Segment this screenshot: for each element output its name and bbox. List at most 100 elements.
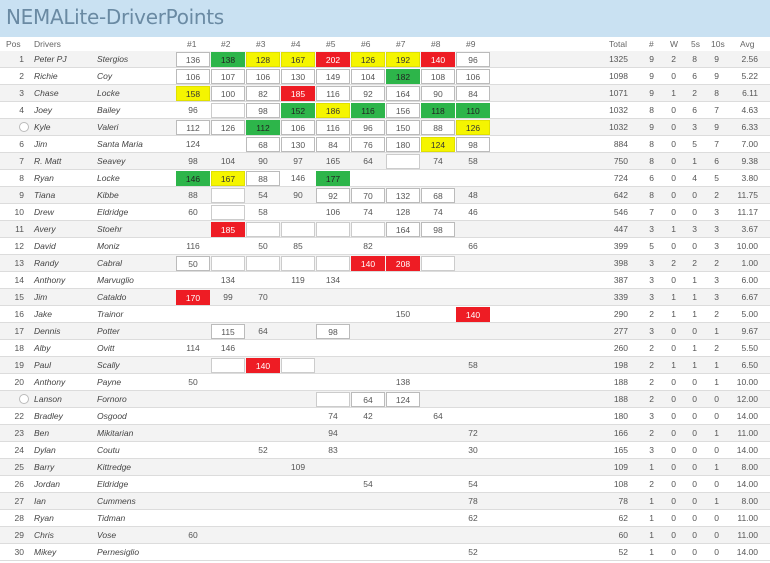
wins-count: 0 — [671, 71, 676, 81]
top5-count: 0 — [692, 547, 697, 557]
table-row[interactable]: 26 Jordan Eldridge 54 54 108 2 0 0 0 14.00 — [0, 476, 770, 493]
table-row[interactable]: 20 Anthony Payne 50 138 188 2 0 0 1 10.00 — [0, 374, 770, 391]
table-row[interactable]: 28 Ryan Tidman 62 62 1 0 0 0 11.00 — [0, 510, 770, 527]
average-finish: 6.67 — [741, 292, 758, 302]
table-row[interactable]: 1 Peter PJ Stergios 136 138 128 167 202 126 192 14… — [0, 51, 770, 68]
top5-count: 0 — [692, 394, 697, 404]
race-points-cell: 96 — [456, 52, 490, 67]
wins-count: 1 — [671, 360, 676, 370]
race-points-cell: 98 — [188, 156, 198, 166]
driver-last-name: Payne — [97, 377, 122, 387]
wins-count: 2 — [671, 54, 676, 64]
race-points-cell: 52 — [258, 445, 268, 455]
top10-count: 0 — [714, 530, 719, 540]
wins-count: 0 — [671, 173, 676, 183]
driver-first-name: Dylan — [34, 445, 56, 455]
race-points-cell: 182 — [386, 69, 420, 84]
top5-count: 0 — [692, 496, 697, 506]
table-row[interactable]: 8 Ryan Locke 146 167 88 146 177 724 6 0 4 5 3.80 — [0, 170, 770, 187]
table-row[interactable]: 11 Avery Stoehr 185 164 98 447 3 1 3 3 3.67 — [0, 221, 770, 238]
total-points: 166 — [613, 428, 628, 438]
table-row[interactable]: 6 Jim Santa Maria 124 68 130 84 76 180 124 98 884 8 0… — [0, 136, 770, 153]
row-select-radio[interactable] — [19, 122, 29, 132]
race-count: 3 — [649, 224, 654, 234]
race-points-cell: 90 — [293, 190, 303, 200]
table-row[interactable]: 4 Joey Bailey 96 98 152 186 116 156 118 110 1032 8 0 6… — [0, 102, 770, 119]
race-points-cell: 98 — [421, 222, 455, 237]
race-points-cell: 92 — [316, 188, 350, 203]
table-row[interactable]: 10 Drew Eldridge 60 58 106 74 128 74 46 546 7 0 0 3 11.… — [0, 204, 770, 221]
table-row[interactable]: 27 Ian Cummens 78 78 1 0 0 1 8.00 — [0, 493, 770, 510]
race-points-cell: 54 — [363, 479, 373, 489]
average-finish: 10.00 — [736, 241, 758, 251]
wins-count: 0 — [671, 479, 676, 489]
table-row[interactable]: Kyle Valeri 112 126 112 106 116 96 150 88 126 1032 9… — [0, 119, 770, 136]
race-points-cell: 88 — [421, 120, 455, 135]
header-race-7: #7 — [396, 39, 406, 49]
table-row[interactable]: 22 Bradley Osgood 74 42 64 180 3 0 0 0 14.00 — [0, 408, 770, 425]
table-row[interactable]: 3 Chase Locke 158 100 82 185 116 92 164 90 84 1071 9 1… — [0, 85, 770, 102]
table-row[interactable]: 9 Tiana Kibbe 88 54 90 92 70 132 68 48 642 8 0 0 2 11.75 — [0, 187, 770, 204]
table-row[interactable]: 19 Paul Scally 140 58 198 2 1 1 1 6.50 — [0, 357, 770, 374]
driver-last-name: Cabral — [97, 258, 123, 268]
header-race-2: #2 — [221, 39, 231, 49]
top5-count: 2 — [692, 88, 697, 98]
average-finish: 6.11 — [742, 88, 758, 98]
driver-first-name: Drew — [34, 207, 54, 217]
total-points: 198 — [613, 360, 628, 370]
row-select-radio[interactable] — [19, 394, 29, 404]
table-row[interactable]: 13 Randy Cabral 50 140 208 398 3 2 2 2 1.00 — [0, 255, 770, 272]
table-row[interactable]: 2 Richie Coy 106 107 106 130 149 104 182 108 106 109… — [0, 68, 770, 85]
table-row[interactable]: 15 Jim Cataldo 170 99 70 339 3 1 1 3 6.67 — [0, 289, 770, 306]
total-points: 60 — [618, 530, 628, 540]
table-row[interactable]: 30 Mikey Pernesiglio 52 52 1 0 0 0 14.00 — [0, 544, 770, 561]
driver-last-name: Stoehr — [97, 224, 123, 234]
race-points-cell: 170 — [176, 290, 210, 305]
table-row[interactable]: 17 Dennis Potter 115 64 98 277 3 0 0 1 9.67 — [0, 323, 770, 340]
table-row[interactable]: 7 R. Matt Seavey 98 104 90 97 165 64 74 58 750 8 0 1 6 9… — [0, 153, 770, 170]
race-points-cell: 60 — [188, 530, 198, 540]
race-points-cell: 98 — [456, 137, 490, 152]
driver-first-name: Dennis — [34, 326, 61, 336]
total-points: 724 — [613, 173, 628, 183]
race-points-cell: 100 — [211, 86, 245, 101]
total-points: 399 — [613, 241, 628, 251]
race-points-cell: 106 — [246, 69, 280, 84]
total-points: 1032 — [609, 122, 628, 132]
table-row[interactable]: 23 Ben Mikitarian 94 72 166 2 0 0 1 11.00 — [0, 425, 770, 442]
race-points-cell: 167 — [281, 52, 315, 67]
driver-last-name: Coutu — [97, 445, 120, 455]
race-points-cell: 78 — [468, 496, 478, 506]
top10-count: 3 — [714, 275, 719, 285]
driver-last-name: Fornoro — [97, 394, 127, 404]
race-points-cell: 58 — [468, 360, 478, 370]
average-finish: 10.00 — [736, 377, 758, 387]
table-row[interactable]: 16 Jake Trainor 150 140 290 2 1 1 2 5.00 — [0, 306, 770, 323]
average-finish: 14.00 — [736, 411, 758, 421]
top5-count: 5 — [692, 139, 697, 149]
position-cell: 6 — [19, 139, 24, 149]
race-points-cell: 165 — [325, 156, 341, 166]
table-row[interactable]: 18 Alby Ovitt 114 146 260 2 0 1 2 5.50 — [0, 340, 770, 357]
wins-count: 2 — [671, 258, 676, 268]
race-points-cell: 146 — [176, 171, 210, 186]
race-points-cell — [351, 222, 385, 237]
table-row[interactable]: 12 David Moniz 116 50 85 82 66 399 5 0 0 3 10.00 — [0, 238, 770, 255]
average-finish: 8.00 — [741, 462, 758, 472]
table-row[interactable]: 14 Anthony Marvuglio 134 119 134 387 3 0 1 3 6.00 — [0, 272, 770, 289]
position-cell: 26 — [14, 479, 24, 489]
race-count: 1 — [649, 530, 654, 540]
race-points-cell: 106 — [325, 207, 341, 217]
table-row[interactable]: 29 Chris Vose 60 60 1 0 0 0 11.00 — [0, 527, 770, 544]
race-points-cell: 140 — [351, 256, 385, 271]
position-cell: 8 — [19, 173, 24, 183]
race-points-cell: 64 — [433, 411, 443, 421]
total-points: 109 — [613, 462, 628, 472]
table-row[interactable]: 25 Barry Kittredge 109 109 1 0 0 1 8.00 — [0, 459, 770, 476]
race-points-cell: 138 — [211, 52, 245, 67]
total-points: 188 — [613, 377, 628, 387]
race-count: 1 — [649, 513, 654, 523]
race-points-cell: 208 — [386, 256, 420, 271]
table-row[interactable]: 24 Dylan Coutu 52 83 30 165 3 0 0 0 14.00 — [0, 442, 770, 459]
table-row[interactable]: Lanson Fornoro 64 124 188 2 0 0 0 12.00 — [0, 391, 770, 408]
